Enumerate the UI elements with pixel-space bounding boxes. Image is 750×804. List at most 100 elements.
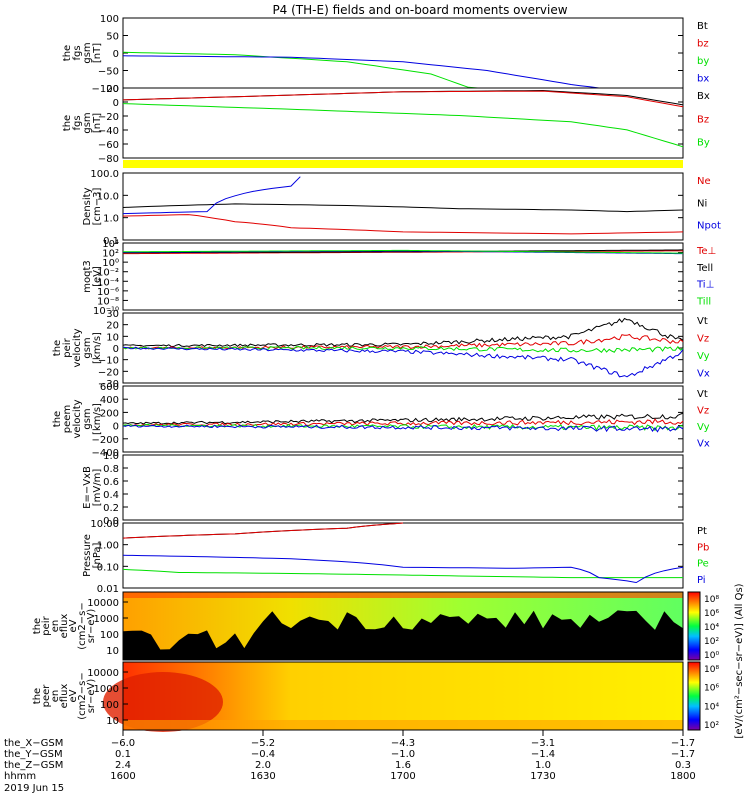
colorbar-tick: 10⁶ — [704, 684, 719, 694]
ylabel: en — [50, 620, 61, 633]
xaxis-value: 0.1 — [115, 749, 131, 760]
ylabel: eV — [68, 689, 79, 702]
ytick-label: 10000 — [87, 668, 119, 679]
xaxis-value: 2.4 — [115, 760, 131, 771]
colorbar-tick: 10⁸ — [704, 595, 719, 605]
legend-By: By — [697, 138, 710, 149]
series-line-peem-Vt — [122, 412, 684, 425]
xaxis-value: −5.2 — [251, 738, 275, 749]
ytick-label: 10⁻⁶ — [97, 287, 119, 298]
ytick-label: −200 — [92, 435, 119, 446]
series-line-dens-Ni — [122, 203, 684, 213]
ytick-label: −20 — [98, 112, 119, 123]
ylabel: velocity — [72, 328, 83, 367]
series-line-press-Pe — [122, 568, 683, 579]
frame-peir_en — [122, 591, 684, 661]
colorbar-tick: 10⁸ — [704, 665, 719, 675]
legend-Vy: Vy — [697, 351, 710, 362]
xaxis-row-label: hhmm — [4, 771, 36, 782]
xaxis-value: −3.1 — [531, 738, 555, 749]
ylabel: peem — [62, 405, 73, 433]
ylabel: Density — [82, 187, 93, 225]
ylabel: [cm−3] — [92, 188, 103, 226]
colorbar-tick: 10² — [704, 721, 719, 731]
spectrogram-band-peer_en — [123, 720, 683, 730]
ylabel: gsm — [82, 408, 93, 429]
ytick-label: 0 — [113, 422, 119, 433]
ylabel: [km/s] — [92, 403, 103, 435]
xaxis-value: −1.7 — [671, 738, 695, 749]
ytick-label: 100 — [100, 14, 119, 25]
ytick-label: 0.0 — [103, 516, 119, 527]
legend-Bx: Bx — [697, 91, 710, 102]
ytick-label: 100 — [100, 630, 119, 641]
colorbars: 10⁸ 10⁶ 10⁴ 10² 10⁰ 10⁸ 10⁶ 10⁴ 10² [eV/(cm²−sec−… — [687, 583, 745, 739]
ytick-label: −80 — [98, 154, 119, 165]
legend-by: by — [697, 56, 709, 67]
legend-Bz: Bz — [697, 114, 709, 125]
panel-peir_en: 10000 1000 100 10 thepeirenefluxeV(cm2−s−sr−… — [32, 591, 684, 661]
panel-flag — [123, 160, 683, 168]
ytick-label: 0.4 — [103, 490, 119, 501]
ytick-label: 0 — [113, 49, 119, 60]
xaxis-value: 2.0 — [255, 760, 271, 771]
xaxis-date: 2019 Jun 15 — [4, 783, 64, 794]
ytick-label: −100 — [92, 84, 119, 95]
ylabel: sr−eV) — [86, 609, 97, 644]
legend-Ni: Ni — [697, 198, 707, 209]
series-line-peem-Vx — [122, 424, 684, 433]
legend-Ti⊥: Ti⊥ — [696, 280, 714, 291]
ytick-label: 1000 — [94, 684, 119, 695]
ylabel: the — [62, 115, 73, 131]
xaxis-value: 1730 — [530, 771, 555, 782]
ytick-label: 10 — [106, 646, 119, 657]
ytick-label: 0.2 — [103, 503, 119, 514]
colorbar-1 — [687, 661, 701, 731]
ytick-label: 50 — [106, 32, 119, 43]
legend-Vx: Vx — [697, 369, 710, 380]
colorbar-label: [eV/(cm²−sec−sr−eV)] (All Qs) — [734, 583, 745, 738]
ylabel: the — [62, 45, 73, 61]
xaxis-value: −1.0 — [391, 749, 415, 760]
xaxis-row-label: the_X−GSM — [4, 738, 63, 749]
ylabel: [km/s] — [92, 332, 103, 364]
xaxis-value: 1.6 — [395, 760, 411, 771]
legend-bx: bx — [697, 74, 709, 85]
series-line-fgs2-By — [122, 103, 684, 148]
ylabel: fgs — [72, 115, 83, 130]
ytick-label: 10⁻⁸ — [97, 296, 119, 307]
legend-Till: Till — [696, 296, 711, 307]
ylabel: eflux — [59, 684, 70, 709]
series-line-temp-Till — [123, 249, 684, 254]
ytick-label: 0 — [113, 344, 119, 355]
ylabel: [eV] — [92, 266, 103, 287]
spectrogram-band-peir_en — [123, 592, 683, 598]
chart-title: P4 (TH-E) fields and on-board moments ov… — [272, 3, 567, 17]
xaxis-value: 1800 — [670, 771, 695, 782]
ytick-label: 10000 — [87, 598, 119, 609]
ytick-label: 100.0 — [90, 169, 119, 180]
colorbar-tick: 10⁴ — [704, 702, 719, 712]
series-line-peir-Vt — [122, 317, 684, 348]
ytick-label: 600 — [100, 382, 119, 393]
colorbar-0 — [687, 591, 701, 661]
ytick-label: 0.10 — [97, 562, 119, 573]
legend-Vx: Vx — [697, 439, 710, 450]
ytick-label: 10⁰ — [102, 258, 119, 269]
ytick-label: 10⁻¹⁰ — [93, 306, 119, 317]
ylabel: peer — [41, 684, 52, 708]
series-line-dens-Npot — [122, 176, 301, 215]
ylabel: [mV/m] — [92, 469, 103, 507]
xaxis-value: 1700 — [390, 771, 415, 782]
ytick-label: 10⁻⁴ — [97, 277, 119, 288]
legend-Vt: Vt — [697, 316, 708, 327]
panel-fgs2: 20 0 −20 −40 −60 −80 the fgs gsm [nT] Bx Bz By — [62, 84, 710, 165]
series-line-fgs1-bx — [122, 55, 683, 89]
ylabel: Pressure — [82, 534, 93, 577]
ytick-label: 10 — [106, 716, 119, 727]
frame-efield — [122, 454, 684, 521]
ylabel: the — [52, 411, 63, 427]
legend-Pe: Pe — [697, 559, 709, 570]
